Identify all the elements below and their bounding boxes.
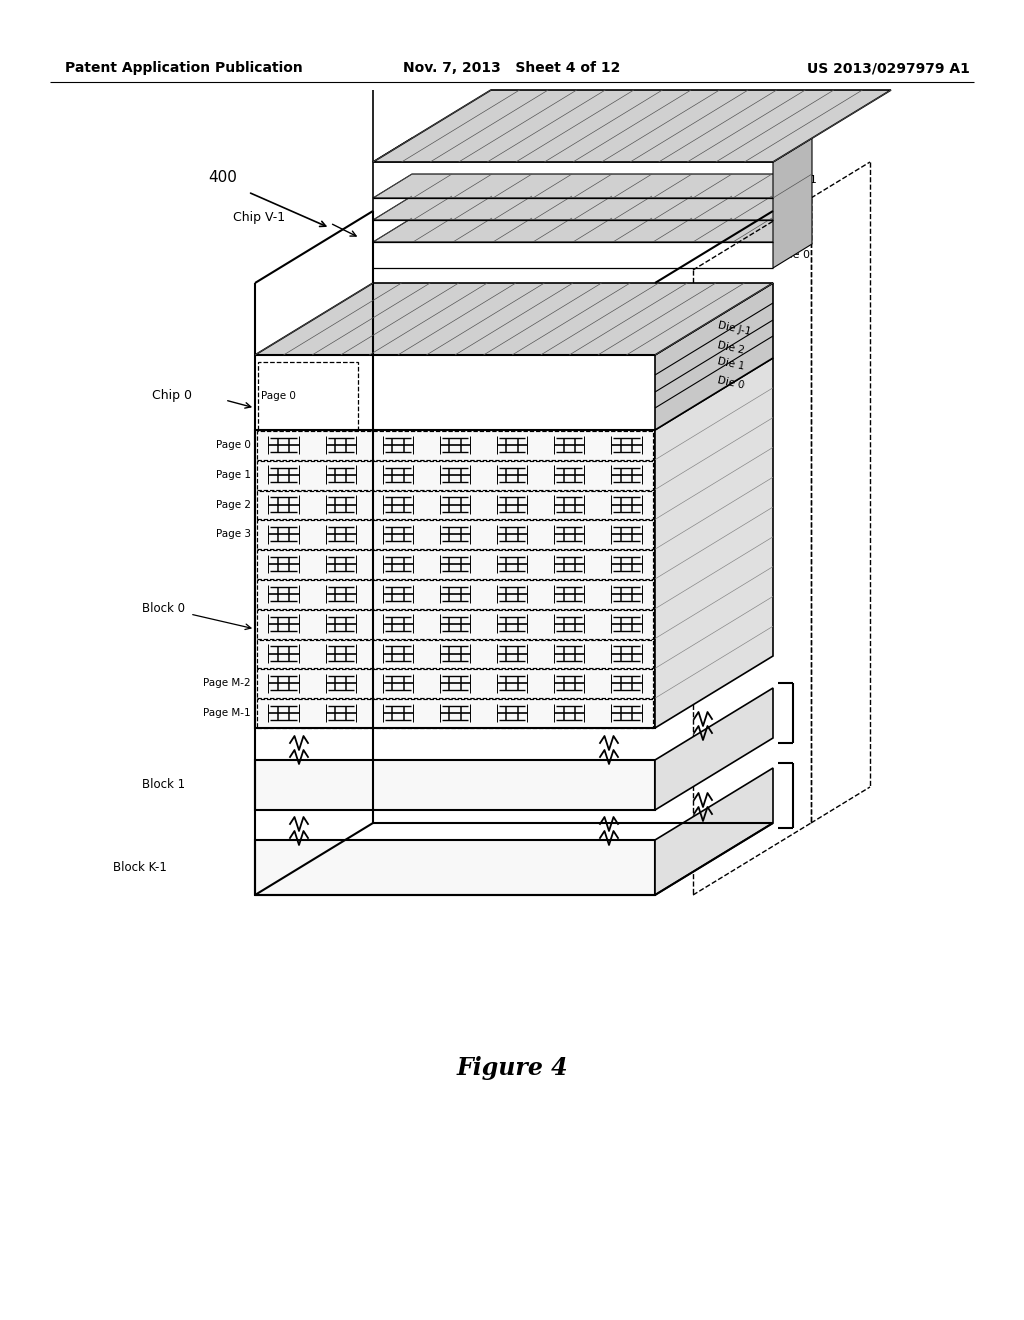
Text: Page 0: Page 0	[216, 440, 251, 450]
Bar	[257, 610, 653, 639]
Polygon shape	[655, 358, 773, 729]
Polygon shape	[655, 688, 773, 810]
Text: Die 1: Die 1	[717, 356, 745, 372]
Text: Die 2: Die 2	[717, 339, 745, 355]
Polygon shape	[373, 195, 812, 220]
Text: Die J-1: Die J-1	[717, 321, 752, 338]
Text: Die 1: Die 1	[781, 226, 810, 236]
Text: 400: 400	[208, 170, 237, 186]
Bar	[257, 491, 653, 519]
Bar	[255, 430, 655, 729]
Polygon shape	[773, 139, 812, 268]
Text: Die J-1: Die J-1	[781, 176, 817, 185]
Text: Block 0: Block 0	[142, 602, 185, 615]
Text: US 2013/0297979 A1: US 2013/0297979 A1	[807, 61, 970, 75]
Text: Die 0: Die 0	[781, 249, 810, 260]
Text: Figure 4: Figure 4	[456, 1056, 568, 1080]
Polygon shape	[655, 768, 773, 895]
Polygon shape	[373, 174, 812, 198]
Bar	[257, 432, 653, 459]
Polygon shape	[373, 218, 812, 242]
Bar	[258, 362, 358, 430]
Text: Chip 0: Chip 0	[152, 388, 193, 401]
Text: Patent Application Publication: Patent Application Publication	[65, 61, 303, 75]
Bar	[255, 840, 655, 895]
Text: Block 1: Block 1	[142, 779, 185, 792]
Bar	[257, 520, 653, 549]
Text: Page 2: Page 2	[216, 499, 251, 510]
Text: Page 0: Page 0	[261, 391, 296, 401]
Text: Die 0: Die 0	[717, 375, 745, 391]
Text: Block K-1: Block K-1	[113, 861, 167, 874]
Text: Page M-2: Page M-2	[204, 678, 251, 688]
Bar	[257, 550, 653, 579]
Text: Page 1: Page 1	[216, 470, 251, 479]
Bar	[255, 760, 655, 810]
Text: Die 2: Die 2	[781, 205, 810, 214]
Bar	[257, 669, 653, 698]
Polygon shape	[655, 282, 773, 430]
Polygon shape	[255, 282, 773, 355]
Bar	[257, 640, 653, 668]
Polygon shape	[373, 139, 812, 162]
Polygon shape	[373, 90, 891, 162]
Bar	[257, 579, 653, 609]
Bar	[257, 461, 653, 490]
Text: Page 3: Page 3	[216, 529, 251, 540]
Text: Chip V-1: Chip V-1	[232, 211, 285, 224]
Text: Page M-1: Page M-1	[204, 708, 251, 718]
Bar	[257, 700, 653, 729]
Text: Nov. 7, 2013   Sheet 4 of 12: Nov. 7, 2013 Sheet 4 of 12	[403, 61, 621, 75]
